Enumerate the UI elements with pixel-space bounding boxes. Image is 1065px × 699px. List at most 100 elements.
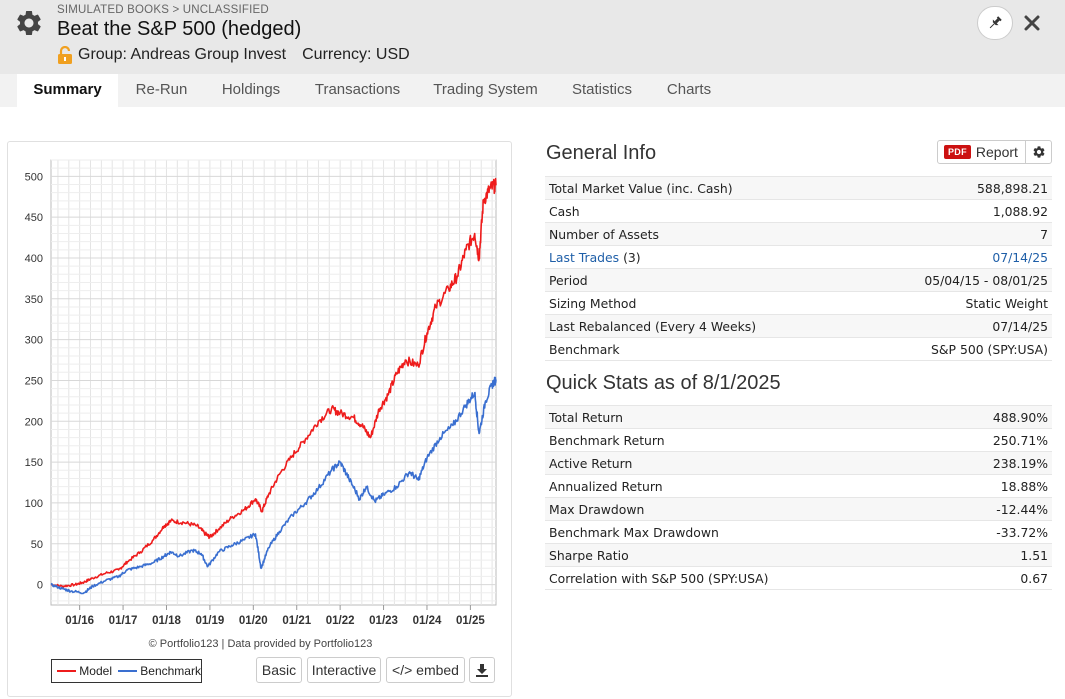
breadcrumb[interactable]: SIMULATED BOOKS > UNCLASSIFIED bbox=[57, 4, 269, 16]
table-row: Last Rebalanced (Every 4 Weeks) 07/14/25 bbox=[545, 314, 1052, 338]
row-value: 238.19% bbox=[941, 451, 1052, 475]
row-value: S&P 500 (SPY:USA) bbox=[859, 337, 1052, 361]
legend-model[interactable]: Model bbox=[79, 664, 112, 678]
x-tick-label: 01/24 bbox=[413, 615, 442, 627]
series-line-benchmark bbox=[50, 376, 497, 595]
table-row: Active Return 238.19% bbox=[545, 451, 1052, 475]
x-tick-label: 01/22 bbox=[326, 615, 355, 627]
pdf-icon: PDF bbox=[944, 145, 971, 159]
row-value: Static Weight bbox=[859, 291, 1052, 315]
interactive-button[interactable]: Interactive bbox=[307, 657, 381, 683]
tab-holdings[interactable]: Holdings bbox=[221, 81, 281, 98]
row-value-negative: -33.72% bbox=[941, 520, 1052, 544]
chart-legend: Model Benchmark bbox=[51, 659, 202, 683]
performance-chart[interactable]: 0 50 100 150 200 250 300 350 400 450 500 01/16 01/17… bbox=[8, 142, 513, 638]
table-row: Benchmark Max Drawdown -33.72% bbox=[545, 520, 1052, 544]
basic-button[interactable]: Basic bbox=[256, 657, 302, 683]
row-label: Total Return bbox=[545, 405, 942, 429]
x-tick-label: 01/25 bbox=[456, 615, 485, 627]
chart-panel: 0 50 100 150 200 250 300 350 400 450 500 01/16 01/17… bbox=[7, 141, 512, 697]
table-row: Correlation with S&P 500 (SPY:USA) 0.67 bbox=[545, 566, 1052, 590]
table-row: Benchmark S&P 500 (SPY:USA) bbox=[545, 337, 1052, 361]
row-label: Max Drawdown bbox=[545, 497, 942, 521]
pdf-report-button[interactable]: PDF Report bbox=[937, 140, 1026, 164]
tab-transactions[interactable]: Transactions bbox=[314, 81, 401, 98]
row-value: 7 bbox=[859, 222, 1052, 246]
book-meta: Group: Andreas Group Invest Currency: US… bbox=[57, 46, 410, 64]
download-icon bbox=[476, 664, 488, 677]
table-row: Annualized Return 18.88% bbox=[545, 474, 1052, 498]
tab-statistics[interactable]: Statistics bbox=[571, 81, 632, 98]
plot-area bbox=[50, 159, 497, 606]
last-trades-date-link[interactable]: 07/14/25 bbox=[992, 249, 1048, 265]
pin-icon bbox=[989, 16, 1002, 29]
report-settings-button[interactable] bbox=[1025, 140, 1052, 164]
row-value: 0.67 bbox=[941, 566, 1052, 590]
table-row: Total Market Value (inc. Cash) 588,898.21 bbox=[545, 176, 1052, 200]
last-trades-link[interactable]: Last Trades bbox=[549, 249, 620, 265]
pin-button[interactable] bbox=[977, 6, 1013, 40]
y-tick-label: 450 bbox=[25, 212, 43, 224]
close-button[interactable] bbox=[1021, 12, 1043, 34]
row-label: Annualized Return bbox=[545, 474, 942, 498]
table-row: Total Return 488.90% bbox=[545, 405, 1052, 429]
table-row: Cash 1,088.92 bbox=[545, 199, 1052, 223]
embed-button[interactable]: </> embed bbox=[386, 657, 465, 683]
row-label: Benchmark bbox=[545, 337, 860, 361]
x-tick-label: 01/20 bbox=[239, 615, 268, 627]
y-tick-label: 200 bbox=[25, 416, 43, 428]
page-title: Beat the S&P 500 (hedged) bbox=[57, 18, 302, 40]
row-label: Benchmark Max Drawdown bbox=[545, 520, 942, 544]
row-value: 588,898.21 bbox=[859, 176, 1052, 200]
x-tick-label: 01/21 bbox=[282, 615, 311, 627]
tab-bar: Summary Re-Run Holdings Transactions Tra… bbox=[0, 74, 1065, 107]
row-label: Total Market Value (inc. Cash) bbox=[545, 176, 860, 200]
legend-benchmark[interactable]: Benchmark bbox=[140, 664, 201, 678]
row-label: Last Rebalanced (Every 4 Weeks) bbox=[545, 314, 860, 338]
table-row: Sharpe Ratio 1.51 bbox=[545, 543, 1052, 567]
row-label: Period bbox=[545, 268, 860, 292]
table-row: Period 05/04/15 - 08/01/25 bbox=[545, 268, 1052, 292]
x-tick-label: 01/17 bbox=[109, 615, 138, 627]
table-row: Number of Assets 7 bbox=[545, 222, 1052, 246]
row-label: Benchmark Return bbox=[545, 428, 942, 452]
row-value: 18.88% bbox=[941, 474, 1052, 498]
row-value: 250.71% bbox=[941, 428, 1052, 452]
row-value-cell: 07/14/25 bbox=[859, 245, 1052, 269]
download-button[interactable] bbox=[469, 657, 495, 683]
report-label: Report bbox=[975, 144, 1018, 160]
row-value-negative: -12.44% bbox=[941, 497, 1052, 521]
table-row: Benchmark Return 250.71% bbox=[545, 428, 1052, 452]
tab-summary[interactable]: Summary bbox=[17, 74, 118, 107]
y-tick-label: 250 bbox=[25, 375, 43, 387]
table-row: Last Trades (3) 07/14/25 bbox=[545, 245, 1052, 269]
row-label: Number of Assets bbox=[545, 222, 860, 246]
quick-stats-table: Total Return 488.90% Benchmark Return 250.… bbox=[545, 405, 1052, 590]
table-row: Sizing Method Static Weight bbox=[545, 291, 1052, 315]
x-tick-label: 01/18 bbox=[152, 615, 181, 627]
row-value: 05/04/15 - 08/01/25 bbox=[859, 268, 1052, 292]
row-label: Active Return bbox=[545, 451, 942, 475]
table-row: Max Drawdown -12.44% bbox=[545, 497, 1052, 521]
row-label: Cash bbox=[545, 199, 860, 223]
tab-trading-system[interactable]: Trading System bbox=[433, 81, 538, 98]
y-tick-label: 0 bbox=[37, 580, 43, 592]
row-label: Sizing Method bbox=[545, 291, 860, 315]
x-tick-label: 01/23 bbox=[369, 615, 398, 627]
x-tick-label: 01/19 bbox=[196, 615, 225, 627]
quick-stats-title: Quick Stats as of 8/1/2025 bbox=[546, 372, 781, 394]
row-label: Correlation with S&P 500 (SPY:USA) bbox=[545, 566, 942, 590]
series-line-model bbox=[50, 177, 497, 588]
gear-icon bbox=[1033, 146, 1044, 158]
close-icon bbox=[1024, 15, 1040, 31]
y-tick-label: 300 bbox=[25, 335, 43, 347]
header: SIMULATED BOOKS > UNCLASSIFIED Beat the … bbox=[0, 0, 1065, 74]
group-label: Group: Andreas Group Invest bbox=[78, 46, 287, 63]
lock-open-icon bbox=[58, 46, 72, 64]
y-tick-label: 500 bbox=[25, 171, 43, 183]
x-tick-label: 01/16 bbox=[65, 615, 94, 627]
row-value: 1.51 bbox=[941, 543, 1052, 567]
settings-gear-icon[interactable] bbox=[14, 8, 44, 38]
tab-charts[interactable]: Charts bbox=[666, 81, 712, 98]
tab-re-run[interactable]: Re-Run bbox=[135, 81, 188, 98]
